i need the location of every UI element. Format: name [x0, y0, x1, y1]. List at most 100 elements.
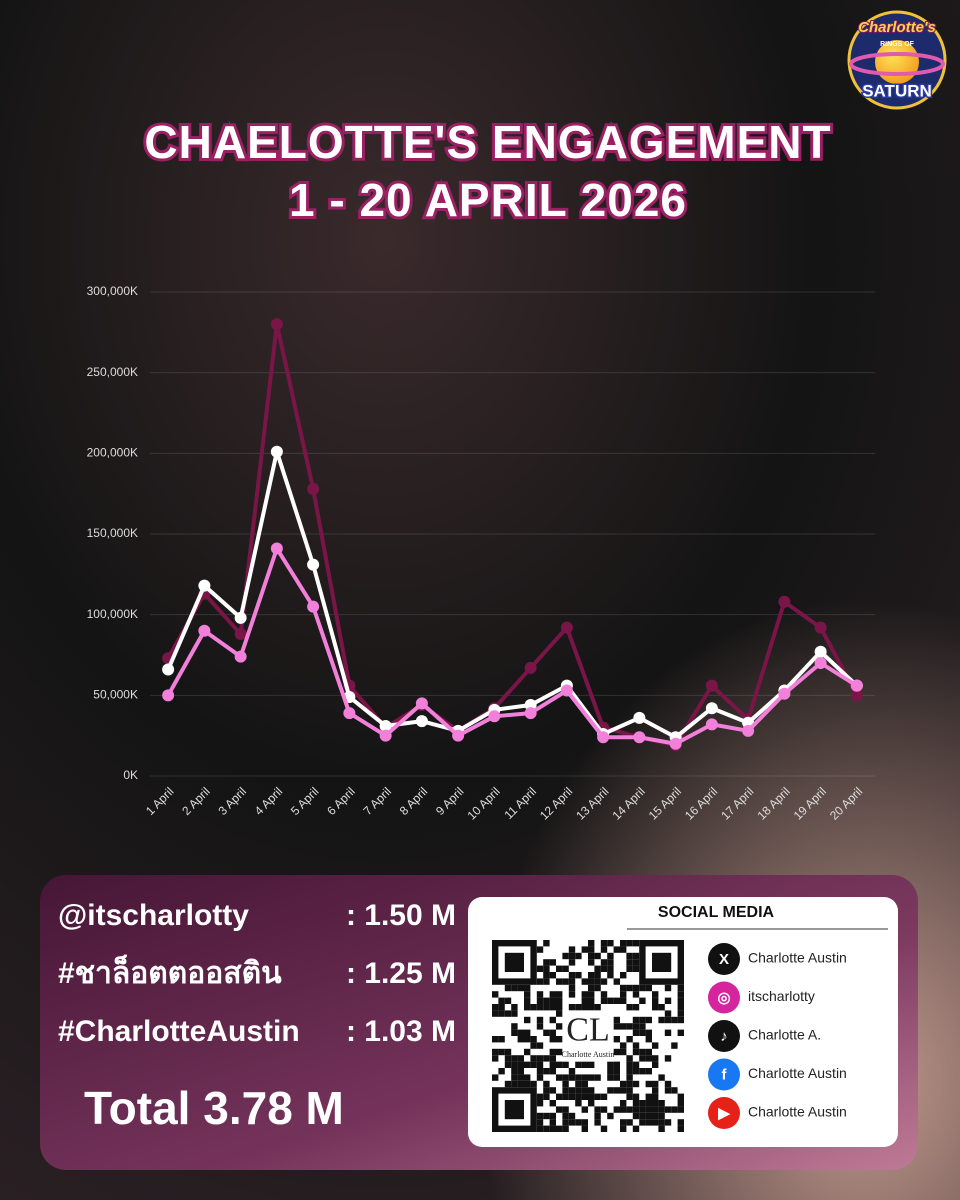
- qr-cell: [530, 1061, 537, 1068]
- qr-cell: [498, 1068, 505, 1075]
- qr-cell: [607, 1087, 614, 1094]
- qr-cell: [543, 1080, 550, 1088]
- qr-cell: [607, 1074, 614, 1081]
- qr-cell: [626, 952, 633, 960]
- qr-cell: [664, 1106, 672, 1113]
- qr-cell: [581, 1093, 588, 1100]
- qr-cell: [504, 1010, 512, 1017]
- social-icon: [708, 943, 740, 975]
- qr-cell: [677, 1093, 684, 1100]
- qr-cell: [511, 1029, 518, 1036]
- qr-cell: [594, 972, 601, 979]
- qr-logo-box: [562, 1010, 614, 1062]
- qr-cell: [536, 1023, 544, 1030]
- qr-cell: [549, 1055, 556, 1062]
- qr-cell: [632, 1061, 640, 1068]
- qr-cell: [562, 1106, 569, 1113]
- qr-cell: [536, 1119, 544, 1126]
- qr-cell: [517, 1055, 524, 1062]
- qr-cell: [639, 1016, 646, 1024]
- stat-label: #ชาล็อตตออสติน: [58, 954, 282, 990]
- qr-cell: [652, 1004, 659, 1011]
- qr-cell: [536, 1016, 544, 1024]
- qr-cell: [588, 959, 595, 966]
- qr-cell: [664, 1080, 672, 1088]
- qr-cell: [492, 1055, 499, 1062]
- qr-cell: [600, 965, 608, 972]
- qr-cell: [677, 1029, 684, 1036]
- data-point: [198, 579, 211, 592]
- qr-cell: [530, 1004, 537, 1011]
- social-title: SOCIAL MEDIA: [658, 904, 775, 921]
- qr-cell: [581, 978, 588, 985]
- qr-cell: [607, 940, 614, 947]
- qr-cell: [504, 1080, 512, 1088]
- y-tick-label: 250,000K: [87, 365, 138, 379]
- qr-cell: [511, 1004, 518, 1011]
- qr-cell: [626, 1068, 633, 1075]
- data-point: [814, 645, 827, 658]
- qr-cell: [664, 1029, 672, 1036]
- qr-cell: [613, 946, 620, 953]
- qr-cell: [524, 1074, 531, 1081]
- qr-cell: [504, 1055, 512, 1062]
- qr-cell: [524, 1029, 531, 1036]
- qr-cell: [524, 1036, 531, 1043]
- qr-cell: [594, 978, 601, 985]
- qr-cell: [620, 1087, 627, 1094]
- qr-cell: [620, 940, 627, 947]
- qr-cell: [639, 1055, 646, 1062]
- qr-cell: [620, 991, 627, 998]
- qr-cell: [626, 1036, 633, 1043]
- qr-cell: [620, 1106, 627, 1113]
- qr-cell: [639, 984, 646, 992]
- series-line: [166, 449, 859, 740]
- qr-cell: [568, 991, 576, 998]
- y-tick-label: 100,000K: [87, 607, 138, 621]
- qr-cell: [575, 1074, 582, 1081]
- data-point: [705, 718, 718, 731]
- social-icon: [708, 981, 740, 1014]
- qr-cell: [658, 1004, 665, 1011]
- qr-cell: [517, 1074, 524, 1081]
- qr-cell: [556, 1093, 563, 1100]
- qr-cell: [549, 1004, 556, 1011]
- qr-cell: [524, 997, 531, 1004]
- data-point: [705, 679, 718, 692]
- qr-cell: [524, 1048, 531, 1056]
- qr-cell: [549, 1048, 556, 1056]
- qr-cell: [517, 1068, 524, 1075]
- qr-cell: [645, 984, 652, 992]
- data-point: [452, 729, 465, 742]
- qr-cell: [677, 997, 684, 1004]
- qr-cell: [536, 1125, 544, 1132]
- qr-finder: [504, 952, 524, 972]
- qr-cell: [575, 1087, 582, 1094]
- qr-cell: [581, 1125, 588, 1132]
- qr-cell: [536, 1004, 544, 1011]
- qr-cell: [498, 1010, 505, 1017]
- social-list: X Charlotte Austin ◎ itscharlotty ♪ Charlotte…: [708, 943, 847, 1129]
- qr-caption: Charlotte Austin: [562, 1050, 615, 1059]
- qr-cell: [575, 952, 582, 960]
- qr-cell: [613, 1036, 620, 1043]
- qr-cell: [588, 997, 595, 1004]
- stat-value: : 1.25 M: [346, 957, 456, 990]
- qr-cell: [594, 1106, 601, 1113]
- qr-cell: [613, 978, 620, 985]
- qr-cell: [632, 965, 640, 972]
- qr-cell: [600, 978, 608, 985]
- logo-text: SATURN: [862, 81, 932, 100]
- qr-cell: [658, 1106, 665, 1113]
- qr-cell: [556, 1023, 563, 1030]
- qr-cell: [575, 1100, 582, 1107]
- qr-cell: [632, 1004, 640, 1011]
- qr-cell: [607, 972, 614, 979]
- qr-cell: [645, 1048, 652, 1056]
- qr-cell: [517, 1080, 524, 1088]
- qr-cell: [543, 965, 550, 972]
- qr-cell: [492, 1010, 499, 1017]
- qr-cell: [671, 1042, 678, 1049]
- qr-cell: [511, 1055, 518, 1062]
- qr-cell: [549, 1119, 556, 1126]
